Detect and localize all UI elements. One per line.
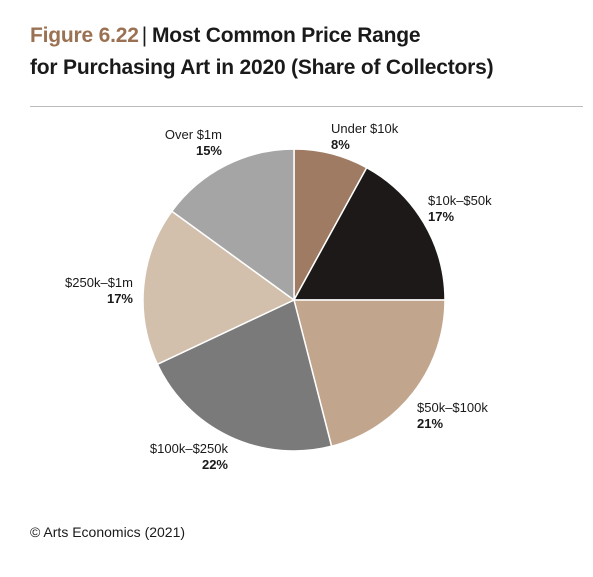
slice-value-5: 15%: [196, 143, 222, 158]
slice-value-3: 22%: [202, 457, 228, 472]
chart-title: Figure 6.22 | Most Common Price Range for …: [30, 20, 575, 84]
title-line-1: Figure 6.22 | Most Common Price Range: [30, 20, 575, 52]
pie-chart: Under $10k8%$10k–$50k17%$50k–$100k21%$10…: [65, 121, 492, 472]
pie-slice-2: [293, 299, 446, 448]
pie-slice-4: [142, 210, 296, 366]
slice-label-3: $100k–$250k: [150, 441, 229, 456]
pie-slice-1: [292, 166, 446, 301]
pie-labels: Under $10k8%$10k–$50k17%$50k–$100k21%$10…: [65, 121, 492, 472]
slice-label-1: $10k–$50k: [428, 193, 492, 208]
pie-slice-5: [170, 148, 295, 302]
slice-label-5: Over $1m: [165, 127, 222, 142]
title-line-2: for Purchasing Art in 2020 (Share of Col…: [30, 56, 494, 79]
slice-value-0: 8%: [331, 137, 350, 152]
slice-value-1: 17%: [428, 209, 454, 224]
title-separator: |: [141, 24, 147, 47]
slice-label-0: Under $10k: [331, 121, 399, 136]
figure-number: Figure 6.22: [30, 24, 139, 47]
title-text-1: Most Common Price Range: [151, 24, 421, 47]
slice-value-2: 21%: [417, 416, 443, 431]
source-note: © Arts Economics (2021): [30, 524, 186, 540]
slice-value-4: 17%: [107, 291, 133, 306]
pie-slice-3: [156, 298, 333, 452]
slice-label-4: $250k–$1m: [65, 275, 133, 290]
slice-label-2: $50k–$100k: [417, 400, 488, 415]
pie-slices: [142, 148, 446, 452]
title-divider: [30, 106, 583, 107]
